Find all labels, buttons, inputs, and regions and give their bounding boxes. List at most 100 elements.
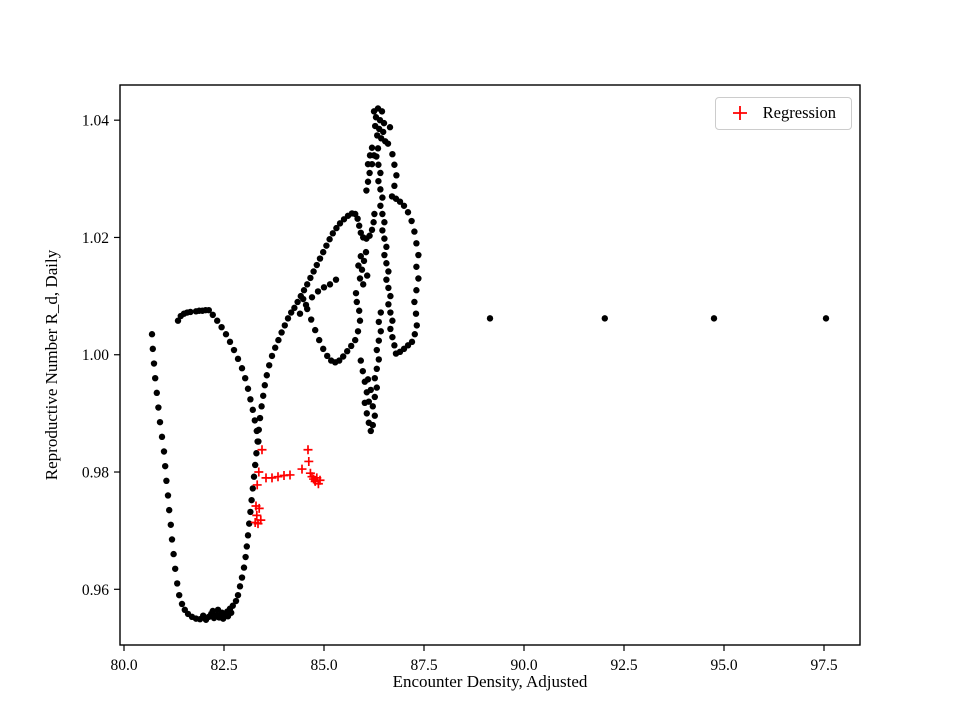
observation-point <box>150 360 158 367</box>
observation-point <box>236 583 244 590</box>
observation-point <box>377 186 384 193</box>
observation-point <box>356 222 363 229</box>
observation-point <box>358 266 366 273</box>
observation-point <box>155 404 162 411</box>
observation-point <box>413 322 420 329</box>
observation-point <box>164 492 172 499</box>
observation-point <box>229 602 236 609</box>
observation-point <box>356 317 364 324</box>
observation-point <box>363 410 370 417</box>
observation-point <box>383 243 390 251</box>
observation-point <box>281 322 288 329</box>
observation-point <box>256 414 264 422</box>
regression-point <box>252 480 262 490</box>
observation-point <box>389 317 396 324</box>
observation-point <box>234 591 242 599</box>
regression-point <box>257 445 267 455</box>
regression-point <box>254 467 264 477</box>
observation-point <box>214 317 221 324</box>
observation-point <box>385 284 392 292</box>
observation-point <box>160 448 168 455</box>
observation-point <box>152 374 159 382</box>
observation-point <box>300 287 308 294</box>
observation-point <box>324 352 331 360</box>
observation-point <box>362 248 370 256</box>
observation-point <box>244 532 252 539</box>
regression-point <box>303 445 313 455</box>
observation-point <box>222 331 230 338</box>
y-tick-label: 1.00 <box>82 347 109 364</box>
observation-point <box>251 417 258 424</box>
observation-point <box>375 318 382 326</box>
observation-point <box>364 178 372 185</box>
observation-point <box>176 591 183 599</box>
observation-point <box>238 574 246 581</box>
observation-point <box>367 427 374 435</box>
observation-point <box>244 385 252 392</box>
observation-point <box>379 227 386 234</box>
observation-point <box>278 329 285 336</box>
y-axis-label: Reproductive Number R_d, Daily <box>42 249 61 481</box>
regression-point <box>256 515 266 525</box>
regression-point <box>252 510 262 520</box>
observation-point <box>205 306 212 314</box>
observation-point <box>263 372 270 379</box>
observation-point <box>166 506 173 514</box>
observation-point <box>249 406 256 414</box>
observation-point <box>310 268 317 275</box>
observation-point <box>360 281 367 288</box>
x-tick-label: 97.5 <box>810 657 837 674</box>
observation-point <box>353 298 360 306</box>
observation-point <box>375 161 382 168</box>
observation-point <box>340 353 347 360</box>
observation-point <box>248 496 255 504</box>
observation-point <box>156 418 164 426</box>
observation-point <box>226 338 234 346</box>
observation-point <box>368 144 376 151</box>
observation-point <box>387 292 394 300</box>
observation-point <box>167 521 174 528</box>
observation-point <box>247 508 254 516</box>
observation-point <box>369 421 376 429</box>
observation-point <box>359 367 366 375</box>
y-tick-label: 0.96 <box>82 582 109 599</box>
x-tick-label: 90.0 <box>510 657 537 674</box>
observation-point <box>308 294 316 301</box>
regression-plus-icon <box>732 106 747 120</box>
observation-point <box>316 255 324 262</box>
observation-point <box>300 295 307 303</box>
observation-point <box>242 553 249 561</box>
observation-point <box>385 301 392 308</box>
observation-point <box>187 308 194 316</box>
observation-point <box>247 396 254 403</box>
y-tick-label: 0.98 <box>82 465 109 482</box>
observation-point <box>413 240 420 247</box>
observation-point <box>369 403 376 410</box>
observation-point <box>258 403 265 410</box>
observation-point <box>336 357 343 364</box>
observation-point <box>356 307 363 314</box>
x-tick-label: 87.5 <box>410 657 437 674</box>
observation-point <box>387 309 394 316</box>
observation-point <box>373 153 380 160</box>
observation-point <box>320 248 327 256</box>
observation-point <box>314 288 322 295</box>
x-tick-label: 80.0 <box>110 657 137 674</box>
observation-point <box>253 427 260 435</box>
observation-point <box>228 609 235 616</box>
y-tick-label: 1.04 <box>82 113 109 130</box>
observation-point <box>304 281 311 288</box>
observation-point <box>365 398 372 405</box>
observation-point <box>413 287 420 294</box>
observation-point <box>255 438 262 445</box>
regression-point <box>254 503 264 513</box>
observation-point <box>153 389 160 397</box>
observation-point <box>379 194 386 201</box>
x-tick-label: 92.5 <box>610 657 637 674</box>
observation-point <box>354 328 362 335</box>
observation-point <box>294 298 301 306</box>
observation-point <box>377 328 384 335</box>
observation-point <box>288 309 295 316</box>
observation-point <box>250 473 258 480</box>
